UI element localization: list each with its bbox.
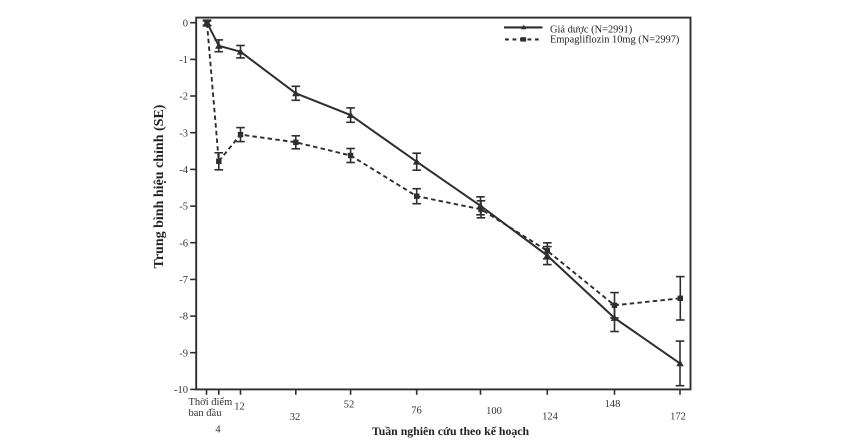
svg-text:-6: -6: [179, 238, 188, 249]
svg-text:-1: -1: [179, 55, 188, 66]
svg-text:148: 148: [605, 399, 621, 410]
svg-text:0: 0: [183, 18, 188, 29]
svg-text:52: 52: [344, 400, 355, 411]
svg-text:4: 4: [215, 425, 221, 436]
svg-text:Thời điểm: Thời điểm: [189, 397, 233, 408]
svg-text:12: 12: [234, 402, 245, 413]
svg-text:Tuần nghiên cứu theo kế hoạch: Tuần nghiên cứu theo kế hoạch: [372, 424, 530, 438]
svg-text:100: 100: [486, 406, 502, 417]
svg-text:-8: -8: [179, 312, 188, 323]
svg-text:-9: -9: [179, 348, 188, 359]
svg-text:ban đầu: ban đầu: [189, 408, 223, 419]
svg-text:-10: -10: [174, 385, 188, 396]
svg-text:-4: -4: [179, 165, 188, 176]
svg-text:Giả dược (N=2991): Giả dược (N=2991): [550, 25, 632, 36]
svg-text:76: 76: [411, 406, 422, 417]
svg-text:32: 32: [290, 412, 301, 423]
svg-text:-7: -7: [179, 275, 188, 286]
svg-text:Empagliflozin 10mg (N=2997): Empagliflozin 10mg (N=2997): [550, 35, 679, 46]
svg-text:-3: -3: [179, 128, 188, 139]
svg-text:124: 124: [542, 412, 559, 423]
svg-text:172: 172: [670, 412, 686, 423]
svg-text:-2: -2: [179, 92, 188, 103]
svg-text:Trung bình hiệu chỉnh (SE): Trung bình hiệu chỉnh (SE): [152, 104, 167, 268]
svg-text:-5: -5: [179, 202, 188, 213]
